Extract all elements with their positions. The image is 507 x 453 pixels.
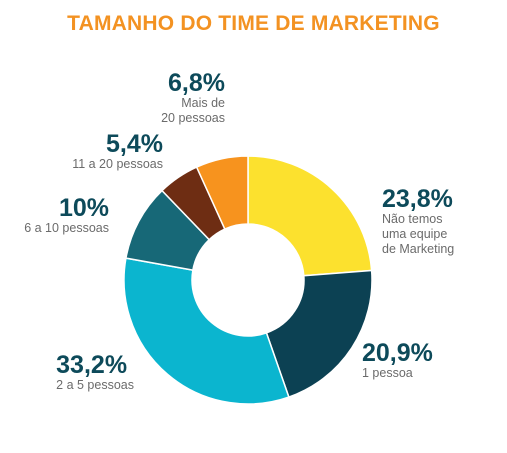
donut-slice-5 bbox=[195, 155, 249, 231]
donut-slice-0 bbox=[247, 155, 373, 277]
slice-caption: 11 a 20 pessoas bbox=[72, 157, 163, 171]
slice-value: 33,2% bbox=[56, 351, 128, 379]
donut-slice-1 bbox=[265, 269, 373, 399]
slice-caption: Mais de bbox=[181, 96, 225, 110]
slice-label-1-person: 20,9% 1 pessoa bbox=[362, 340, 433, 381]
slice-caption: 20 pessoas bbox=[161, 111, 225, 125]
slice-caption: de Marketing bbox=[382, 242, 455, 256]
slice-value: 6,8% bbox=[168, 69, 225, 97]
chart-title: TAMANHO DO TIME DE MARKETING bbox=[67, 12, 440, 35]
slice-caption: uma equipe bbox=[382, 227, 448, 241]
slice-label-11-20-people: 5,4% 11 a 20 pessoas bbox=[72, 131, 163, 172]
slice-value: 10% bbox=[58, 194, 109, 222]
slice-label-6-10-people: 10% 6 a 10 pessoas bbox=[24, 195, 109, 236]
slice-caption: 2 a 5 pessoas bbox=[56, 378, 134, 392]
slice-caption: Não temos bbox=[382, 212, 443, 226]
donut-slice-2 bbox=[123, 257, 290, 405]
slice-value: 5,4% bbox=[106, 130, 163, 158]
slice-label-2-5-people: 33,2% 2 a 5 pessoas bbox=[56, 352, 134, 393]
slice-label-none: 23,8% Não temos uma equipe de Marketing bbox=[382, 186, 454, 257]
slice-label-more-20-people: 6,8% Mais de 20 pessoas bbox=[161, 70, 225, 126]
slice-caption: 1 pessoa bbox=[362, 366, 413, 380]
slice-caption: 6 a 10 pessoas bbox=[24, 221, 109, 235]
slice-value: 20,9% bbox=[362, 339, 433, 367]
slice-value: 23,8% bbox=[382, 185, 453, 213]
